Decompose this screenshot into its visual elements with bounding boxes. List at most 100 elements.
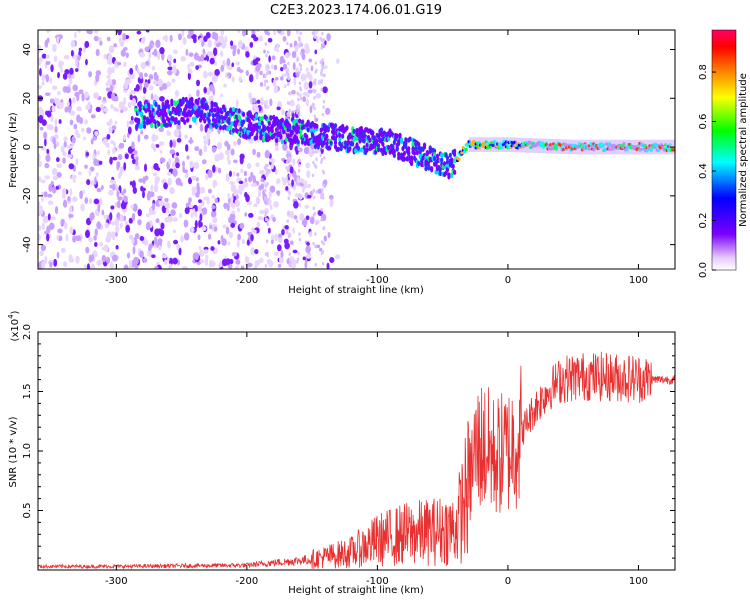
colorbar-tick-label: 0.0 [698,262,709,278]
spectrogram-ridge-cell [150,122,154,129]
spectrogram-noise-cell [271,234,275,242]
spectrogram-noise-cell [308,148,314,158]
spectrogram-noise-cell [264,264,268,268]
spectrogram-ridge-cell [392,148,396,155]
spectrogram-noise-cell [319,247,323,252]
spectrogram-noise-cell [254,249,259,255]
spectrogram-noise-cell [190,212,194,219]
spectrogram-noise-cell [255,196,259,205]
spectrogram-noise-cell [60,220,65,226]
spectrogram-noise-cell [72,84,78,92]
snr-panel: -300 -200 -100 0 100 0.5 1.0 1.5 2.0 Height of … [7,310,676,596]
spectrogram-ridge-cell [246,111,250,117]
spectrogram-ridge-cell [353,148,358,154]
spectrogram-ridge-cell [214,102,218,108]
spectrogram-ridge-cell [197,105,201,111]
spectrogram-noise-cell [115,225,120,233]
spectrogram-noise-cell [259,81,264,87]
spectrogram-noise-cell [38,225,42,231]
spectrogram-noise-cell [108,45,115,54]
spectrogram-noise-cell [209,224,213,230]
spectrogram-noise-cell [103,53,107,60]
y-tick-label: -40 [22,236,33,252]
spectrogram-noise-cell [103,214,108,220]
spectrogram-noise-cell [231,76,235,83]
spectrogram-noise-cell [111,231,116,240]
y-tick-label: 40 [22,43,33,56]
spectrogram-noise-cell [203,144,207,153]
spectrogram-noise-cell [43,191,48,198]
spectrogram-noise-cell [232,44,237,50]
spectrogram-noise-cell [118,37,123,42]
spectrogram-noise-cell [315,157,318,162]
spectrogram-noise-cell [268,190,272,199]
spectrogram-noise-cell [57,101,64,110]
spectrogram-noise-cell [288,252,291,256]
spectrogram-noise-cell [271,55,276,61]
spectrogram-noise-cell [166,240,171,249]
spectrogram-noise-cell [167,215,173,223]
spectrogram-noise-cell [84,264,87,269]
spectrogram-noise-cell [96,221,102,230]
spectrogram-noise-cell [48,183,53,193]
spectrogram-noise-cell [158,141,165,146]
spectrogram-noise-cell [286,179,290,184]
spectrogram-noise-cell [264,150,270,159]
spectrogram-noise-cell [329,256,335,264]
spectrogram-noise-cell [230,184,237,193]
spectrogram-ridge-cell [171,116,175,122]
spectrogram-ridge-cell [211,112,216,119]
spectrogram-noise-cell [264,79,267,84]
spectrogram-noise-cell [314,262,317,267]
spectrogram-noise-cell [214,32,219,42]
spectrogram-ridge-cell [275,137,279,144]
spectrogram-noise-cell [139,83,143,91]
spectrogram-x-axis-label: Height of straight line (km) [288,285,424,296]
spectrogram-noise-cell [167,177,172,187]
spectrogram-halo [493,137,496,152]
spectrogram-noise-cell [153,72,158,77]
spectrogram-noise-cell [41,81,45,86]
spectrogram-noise-cell [246,162,252,170]
x-tick-label: -300 [105,275,128,286]
spectrogram-ridge-cell [142,119,147,126]
spectrogram-noise-cell [211,146,217,153]
spectrogram-noise-cell [311,190,315,194]
y-tick-label: 1.0 [22,443,33,459]
spectrogram-noise-cell [288,108,291,113]
spectrogram-noise-cell [117,196,123,201]
spectrogram-ridge-cell [165,122,170,128]
spectrogram-noise-cell [93,158,99,166]
spectrogram-noise-cell [155,218,160,224]
spectrogram-halo [573,139,576,155]
spectrogram-noise-cell [268,55,271,63]
spectrogram-noise-cell [286,150,289,154]
spectrogram-noise-cell [219,93,223,98]
colorbar: 0.0 0.2 0.4 0.6 0.8 Normalized spectral ampl… [698,29,749,278]
spectrogram-noise-cell [78,89,84,95]
spectrogram-noise-cell [44,162,50,169]
spectrogram-noise-cell [201,226,207,232]
spectrogram-ridge-cell [241,111,246,117]
spectrogram-noise-cell [314,78,317,83]
spectrogram-noise-cell [131,180,136,189]
spectrogram-noise-cell [269,204,273,210]
spectrogram-noise-cell [45,60,51,65]
spectrogram-noise-cell [118,101,125,110]
spectrogram-ridge-cell [348,146,352,152]
spectrogram-noise-cell [314,165,318,169]
spectrogram-noise-cell [282,36,287,42]
spectrogram-noise-cell [75,235,82,242]
spectrogram-noise-cell [75,255,80,264]
spectrogram-noise-cell [299,182,304,187]
spectrogram-noise-cell [62,199,68,208]
spectrogram-ridge-cell [372,135,376,141]
spectrogram-noise-cell [56,36,60,44]
spectrogram-noise-cell [44,92,51,97]
spectrogram-noise-cell [321,58,324,62]
spectrogram-noise-cell [287,196,290,201]
spectrogram-noise-cell [183,232,190,241]
spectrogram-noise-cell [180,235,184,243]
spectrogram-noise-cell [195,192,200,198]
spectrogram-noise-cell [109,118,113,124]
